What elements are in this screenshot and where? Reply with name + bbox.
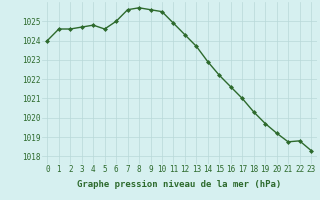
X-axis label: Graphe pression niveau de la mer (hPa): Graphe pression niveau de la mer (hPa)	[77, 180, 281, 189]
